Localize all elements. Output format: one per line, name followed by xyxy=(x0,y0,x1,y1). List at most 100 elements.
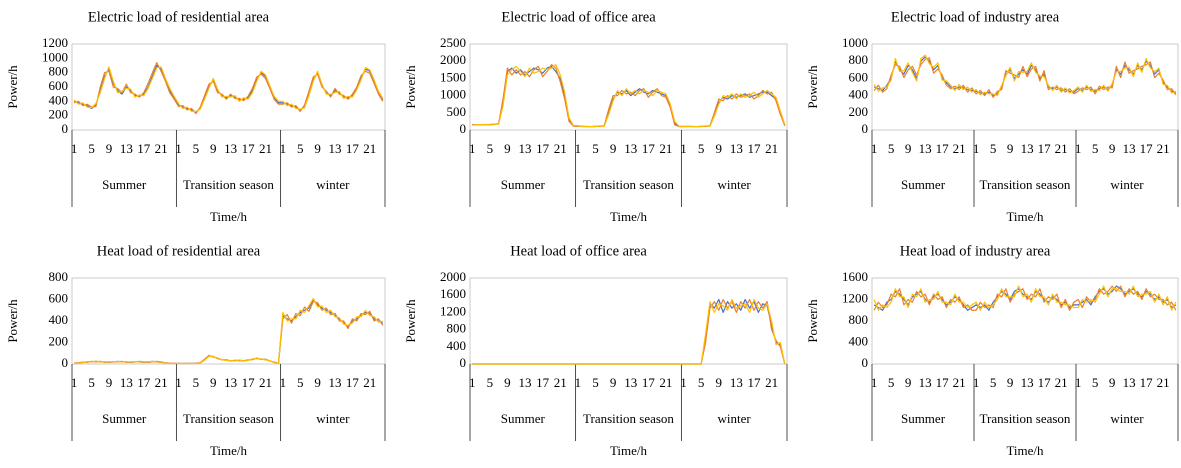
group-label-box: Transition season xyxy=(183,411,274,426)
y-tick-label: 400 xyxy=(849,333,869,348)
x-tick-label: 13 xyxy=(329,141,342,156)
plot-frame xyxy=(469,277,788,365)
y-tick-label: 0 xyxy=(62,121,69,136)
x-axis-label: Time/h xyxy=(210,209,248,224)
x-tick-label: 21 xyxy=(554,141,567,156)
group-label: Summer xyxy=(102,176,147,192)
x-tick-label: 9 xyxy=(210,141,217,156)
plot-frame xyxy=(71,43,386,131)
x-tick-label: 5 xyxy=(88,375,95,390)
x-tick-label: 9 xyxy=(716,141,723,156)
y-tick-label: 800 xyxy=(849,312,869,327)
x-tick-label: 1 xyxy=(469,375,476,390)
series-line xyxy=(73,64,384,113)
group-label: Summer xyxy=(500,410,545,426)
x-tick-label: 1 xyxy=(575,141,582,156)
y-axis-label: Power/h xyxy=(805,65,820,109)
plot-frame xyxy=(469,43,788,131)
x-tick-label: 1 xyxy=(175,375,182,390)
plot-frame xyxy=(871,277,1179,365)
series-line xyxy=(873,285,1177,311)
x-tick-label: 13 xyxy=(624,141,637,156)
x-tick-label: 1 xyxy=(871,141,878,156)
x-tick-label: 17 xyxy=(642,141,656,156)
x-tick-label: 9 xyxy=(905,141,912,156)
x-tick-label: 17 xyxy=(642,375,656,390)
x-tick-label: 21 xyxy=(554,375,567,390)
y-tick-label: 800 xyxy=(49,269,69,284)
y-tick-label: 1600 xyxy=(842,269,868,284)
series-line xyxy=(74,298,384,365)
y-tick-label: 200 xyxy=(49,333,69,348)
x-tick-label: 13 xyxy=(1021,141,1034,156)
y-tick-label: 1200 xyxy=(440,303,466,318)
subplot: Electric load of residential area 0200400… xyxy=(5,9,386,224)
x-tick-label: 13 xyxy=(730,375,743,390)
y-tick-label: 800 xyxy=(49,64,69,79)
x-tick-label: 1 xyxy=(680,141,687,156)
x-tick-label: 5 xyxy=(193,375,200,390)
series-line xyxy=(472,298,786,365)
y-tick-label: 0 xyxy=(460,355,467,370)
y-tick-label: 400 xyxy=(49,312,69,327)
y-tick-label: 1000 xyxy=(842,35,868,50)
y-tick-label: 500 xyxy=(447,104,467,119)
series-line xyxy=(74,297,383,365)
x-tick-label: 9 xyxy=(716,375,723,390)
chart-title: Electric load of residential area xyxy=(88,9,270,25)
x-tick-label: 9 xyxy=(314,141,321,156)
chart-title: Heat load of office area xyxy=(510,243,647,259)
group-label: Transition season xyxy=(183,176,274,192)
group-label: Transition season xyxy=(583,176,674,192)
x-tick-label: 1 xyxy=(71,141,78,156)
subplot: Electric load of office area 0 500 1000 1500… xyxy=(403,9,788,224)
x-tick-label: 21 xyxy=(1157,141,1170,156)
x-tick-label: 17 xyxy=(1140,141,1154,156)
x-tick-label: 1 xyxy=(280,141,287,156)
x-tick-label: 5 xyxy=(592,141,599,156)
y-tick-label: 1000 xyxy=(42,49,68,64)
x-tick-label: 13 xyxy=(120,141,133,156)
x-tick-label: 21 xyxy=(953,375,966,390)
y-axis-label: Power/h xyxy=(403,65,418,109)
x-tick-label: 17 xyxy=(936,375,950,390)
x-tick-label: 9 xyxy=(504,375,511,390)
x-tick-label: 5 xyxy=(888,141,895,156)
y-axis-label: Power/h xyxy=(5,65,20,109)
x-tick-label: 5 xyxy=(193,141,200,156)
x-tick-label: 21 xyxy=(363,375,376,390)
x-tick-label: 17 xyxy=(536,375,550,390)
group-label: winter xyxy=(1110,176,1144,192)
group-label-box: Transition season xyxy=(980,411,1071,426)
group-label-box: Transition season xyxy=(183,176,274,192)
x-tick-label: 9 xyxy=(210,375,217,390)
x-tick-label: 13 xyxy=(329,375,342,390)
x-tick-label: 21 xyxy=(1055,141,1068,156)
y-tick-label: 0 xyxy=(62,355,69,370)
series-line xyxy=(873,54,1177,97)
series-line xyxy=(873,285,1177,311)
subplot: Heat load of residential area 0 200 400 600 8… xyxy=(5,243,386,458)
group-label: Summer xyxy=(102,410,147,426)
group-label: winter xyxy=(717,410,751,426)
x-tick-label: 17 xyxy=(1038,141,1052,156)
group-label-box: winter xyxy=(717,410,751,426)
x-tick-label: 17 xyxy=(1038,375,1052,390)
y-tick-label: 200 xyxy=(49,107,69,122)
group-label-box: Transition season xyxy=(583,411,674,426)
x-tick-label: 13 xyxy=(120,375,133,390)
x-tick-label: 21 xyxy=(363,141,376,156)
y-tick-label: 1200 xyxy=(42,35,68,50)
y-tick-label: 800 xyxy=(447,321,467,336)
group-label: Summer xyxy=(900,176,946,192)
group-label-box: Summer xyxy=(102,410,147,426)
x-tick-label: 13 xyxy=(519,141,532,156)
chart-title: Electric load of industry area xyxy=(891,9,1060,25)
y-tick-label: 400 xyxy=(49,92,69,107)
series-line xyxy=(472,298,786,365)
plot-frame xyxy=(871,43,1179,131)
subplot: Heat load of office area 0 400 800 1200 1600 2… xyxy=(403,243,788,458)
group-label-box: Summer xyxy=(900,176,946,192)
x-tick-label: 5 xyxy=(888,375,895,390)
